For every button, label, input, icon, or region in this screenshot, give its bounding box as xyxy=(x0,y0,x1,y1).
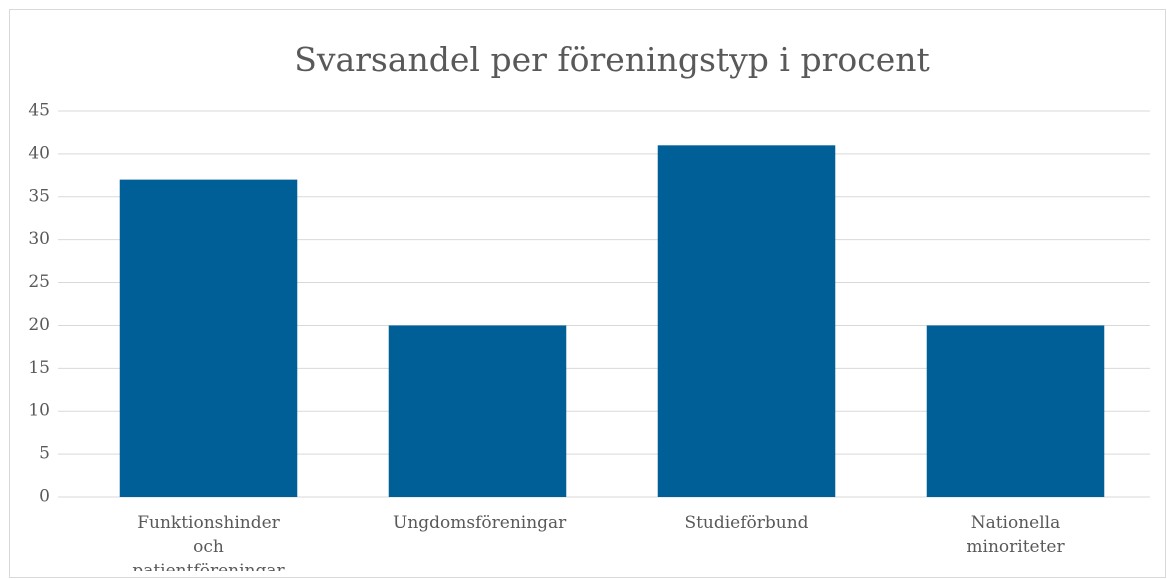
x-tick-label: Nationella minoriteter xyxy=(966,513,1065,557)
chart-title: Svarsandel per föreningstyp i procent xyxy=(294,40,930,79)
bar xyxy=(119,179,298,497)
y-tick-label: 5 xyxy=(39,444,50,464)
x-tick-label-box: Ungdomsföreningar xyxy=(393,513,567,533)
y-tick-label: 45 xyxy=(28,101,50,121)
bar xyxy=(926,325,1105,497)
y-tick-label: 0 xyxy=(39,487,50,507)
y-tick-label: 30 xyxy=(28,229,50,249)
x-tick-label-box: Studieförbund xyxy=(684,513,809,533)
x-tick-label: Studieförbund xyxy=(684,513,809,533)
y-tick-label: 10 xyxy=(28,401,50,421)
y-tick-label: 25 xyxy=(28,272,50,292)
y-tick-label: 35 xyxy=(28,186,50,206)
x-tick-label-box: Nationella minoriteter xyxy=(966,513,1065,557)
x-tick-label-box: Funktionshinder och patientföreningar xyxy=(132,513,285,571)
bar xyxy=(657,145,836,498)
y-tick-label: 20 xyxy=(28,315,50,335)
y-tick-label: 40 xyxy=(28,143,50,163)
x-tick-label: Funktionshinder och patientföreningar xyxy=(132,513,285,571)
x-tick-label: Ungdomsföreningar xyxy=(393,513,567,533)
y-tick-label: 15 xyxy=(28,358,50,378)
bar xyxy=(388,325,567,497)
